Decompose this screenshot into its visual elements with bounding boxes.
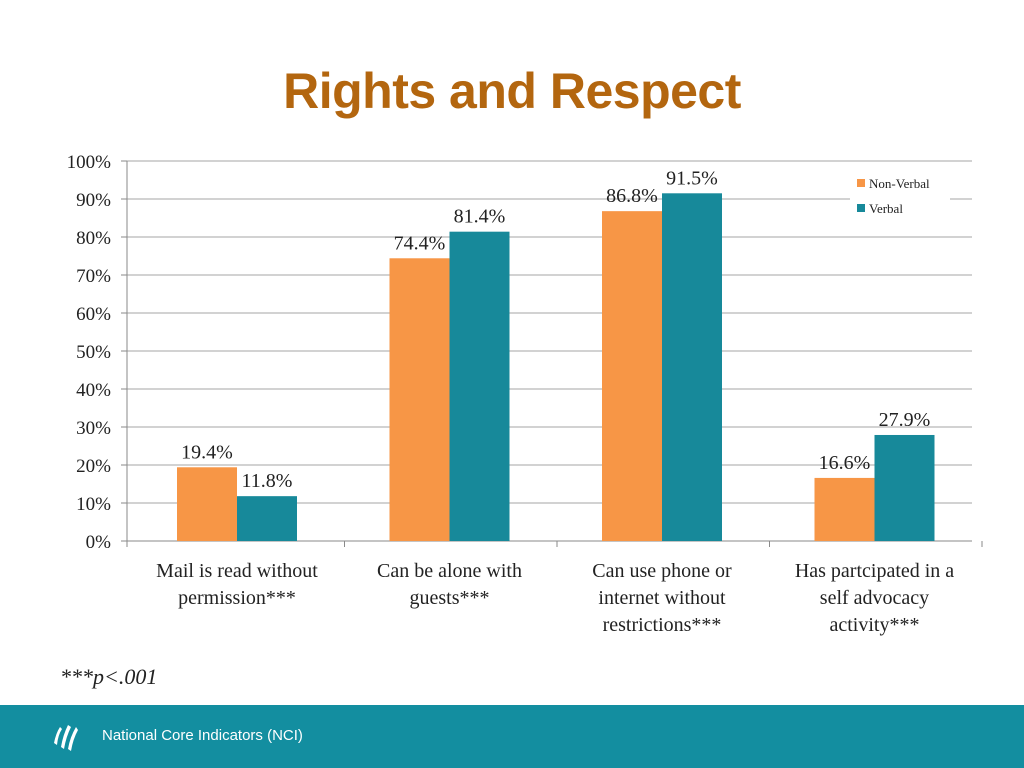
x-category-label: restrictions***	[603, 614, 722, 636]
y-tick-label: 100%	[67, 152, 112, 173]
x-category-label: permission***	[178, 587, 296, 609]
nci-logo-icon	[50, 721, 80, 758]
y-tick-label: 10%	[76, 494, 111, 515]
legend-swatch-verbal	[857, 204, 865, 212]
y-tick-label: 80%	[76, 228, 111, 249]
y-tick-label: 0%	[86, 532, 112, 553]
bar-verbal-4	[874, 434, 935, 541]
footer-bar: National Core Indicators (NCI)	[0, 705, 1024, 768]
x-category-label: internet without	[598, 587, 726, 609]
x-category-label: Can be alone with	[377, 560, 522, 582]
bar-verbal-1	[237, 496, 297, 541]
legend-label: Verbal	[869, 201, 903, 216]
legend-box	[850, 172, 950, 224]
significance-footnote: ***p<.001	[60, 664, 158, 689]
data-label: 91.5%	[666, 167, 718, 189]
bar-non-verbal-2	[389, 258, 450, 541]
data-label: 27.9%	[879, 409, 931, 431]
x-category-label: Has partcipated in a	[795, 560, 954, 582]
bar-verbal-3	[662, 193, 722, 542]
x-category-label: guests***	[410, 587, 490, 609]
bar-non-verbal-3	[602, 211, 662, 541]
y-tick-label: 60%	[76, 304, 111, 325]
legend-label: Non-Verbal	[869, 176, 930, 191]
data-label: 81.4%	[454, 206, 506, 228]
y-tick-label: 30%	[76, 418, 111, 439]
x-category-label: self advocacy	[820, 587, 929, 609]
y-tick-label: 90%	[76, 190, 111, 211]
legend-swatch-non-verbal	[857, 179, 865, 187]
x-category-label: activity***	[830, 614, 920, 636]
y-tick-label: 50%	[76, 342, 111, 363]
bar-non-verbal-1	[177, 467, 237, 541]
x-category-label: Can use phone or	[592, 560, 732, 582]
data-label: 19.4%	[181, 441, 233, 463]
bar-non-verbal-4	[814, 477, 875, 541]
data-label: 16.6%	[819, 452, 871, 474]
bar-chart: 0% 10% 20% 30% 40% 50% 60% 70% 80% 90% 100% 19.4% 11…	[67, 152, 983, 636]
footer-text: National Core Indicators (NCI)	[102, 727, 303, 744]
data-label: 11.8%	[242, 470, 293, 492]
bar-verbal-2	[449, 231, 510, 541]
y-tick-label: 40%	[76, 380, 111, 401]
y-tick-label: 70%	[76, 266, 111, 287]
data-label: 74.4%	[394, 232, 446, 254]
data-label: 86.8%	[606, 185, 658, 207]
y-tick-label: 20%	[76, 456, 111, 477]
page-title: Rights and Respect	[283, 63, 741, 119]
x-category-label: Mail is read without	[156, 560, 318, 582]
